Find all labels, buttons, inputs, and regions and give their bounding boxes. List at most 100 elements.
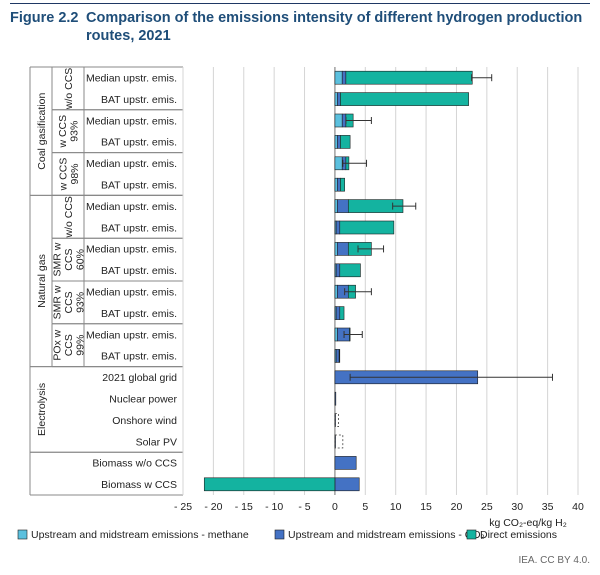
subgroup-label-line: POx w [52,329,64,360]
bar-segment [339,306,345,320]
subgroup-label-line: SMR w [52,285,64,319]
bar-segment [334,391,337,406]
bar-segment [341,113,347,128]
category-label: BAT upstr. emis. [101,94,177,106]
figure-number: Figure 2.2 [10,10,79,26]
x-tick-label: - 15 [235,501,253,513]
category-label: Median upstr. emis. [86,329,177,341]
title-rule [10,3,590,4]
x-tick-label: 30 [511,501,523,513]
category-label: Nuclear power [109,394,177,406]
category-label: Solar PV [136,436,177,448]
category-label: Median upstr. emis. [86,201,177,213]
bar-segment [334,156,343,171]
group-label: Coal gasification [36,93,48,170]
subgroup-label: w CCS98% [57,158,81,192]
subgroup-label: SMR wCCS60% [52,242,87,276]
subgroup-label-line: CCS [63,291,75,313]
bar-segment [341,70,347,85]
subgroup-label: SMR wCCS93% [52,285,87,319]
group-label: Natural gas [36,254,48,308]
subgroup-label-line: w CCS [57,115,69,149]
x-axis-label: kg CO₂-eq/kg H₂ [489,517,567,529]
category-label: 2021 global grid [102,372,177,384]
bar-segment [334,242,338,256]
bar-segment [335,220,341,235]
subgroup-label: w/o CCS [63,68,75,110]
bar-segment [334,413,336,427]
x-tick-label: - 10 [265,501,283,513]
bar-segment [337,242,349,256]
x-tick-label: - 5 [298,501,310,513]
legend-swatch [274,529,285,540]
legend-swatch [17,529,28,540]
bar-segment [334,92,338,106]
bar-segment [334,456,357,470]
x-tick-label: 35 [542,501,554,513]
bar-segment [337,135,341,149]
bar-segment [345,70,473,85]
bar-segment [334,327,338,342]
subgroup-label-line: 98% [69,163,81,184]
category-label: BAT upstr. emis. [101,180,177,192]
bar-segment [337,199,349,213]
bar-segment [340,135,351,149]
credit-note: IEA. CC BY 4.0. [518,555,590,566]
x-tick-label: - 25 [174,501,192,513]
legend-swatch [466,529,477,540]
bar-segment [334,477,360,492]
bar-segment [203,477,336,492]
figure-title: Comparison of the emissions intensity of… [86,10,583,44]
subgroup-label-line: w CCS [57,158,69,192]
category-label: BAT upstr. emis. [101,265,177,277]
bar-segment [335,349,340,363]
subgroup-label-line: 60% [75,249,87,270]
category-label: BAT upstr. emis. [101,222,177,234]
legend-label: Direct emissions [480,529,557,541]
subgroup-label-line: SMR w [52,242,64,276]
subgroup-label: w/o CCS [63,196,75,238]
bar-segment [334,284,338,299]
bar-segment [340,92,469,106]
subgroup-label-line: 93% [75,292,87,313]
bar-segment [339,220,395,235]
category-label: Onshore wind [112,415,177,427]
dashed-bar [334,413,339,428]
subgroup-label-line: w/o CCS [63,68,75,110]
category-label: BAT upstr. emis. [101,351,177,363]
category-label: Median upstr. emis. [86,73,177,85]
subgroup-label: w CCS93% [57,115,81,149]
legend-label: Upstream and midstream emissions - CO₂ [288,529,485,541]
legend-label: Upstream and midstream emissions - metha… [31,529,249,541]
x-tick-label: 40 [572,501,584,513]
subgroup-label-line: 99% [75,335,87,356]
category-label: Median upstr. emis. [86,244,177,256]
bar-segment [337,177,341,192]
x-tick-label: - 20 [204,501,222,513]
bar-segment [334,434,336,449]
x-tick-label: 10 [390,501,402,513]
category-label: Median upstr. emis. [86,287,177,299]
category-label: Biomass w/o CCS [92,458,177,470]
bar-segment [334,135,338,149]
subgroup-label-line: CCS [63,334,75,356]
x-tick-label: 0 [332,501,338,513]
bar-segment [334,113,343,128]
bar-segment [335,306,341,320]
dashed-bar [334,434,344,449]
category-label: BAT upstr. emis. [101,308,177,320]
subgroup-label-line: 93% [69,121,81,142]
subgroup-label-line: CCS [63,249,75,271]
bar-segment [334,70,343,85]
bar-segment [337,92,341,106]
x-tick-label: 20 [451,501,463,513]
bar-segment [338,349,341,363]
category-label: BAT upstr. emis. [101,137,177,149]
bar-segment [334,199,338,213]
bar-segment [339,263,361,278]
subgroup-label-line: w/o CCS [63,196,75,238]
group-label: Electrolysis [36,383,48,436]
bar-segment [334,177,338,192]
category-label: Median upstr. emis. [86,158,177,170]
